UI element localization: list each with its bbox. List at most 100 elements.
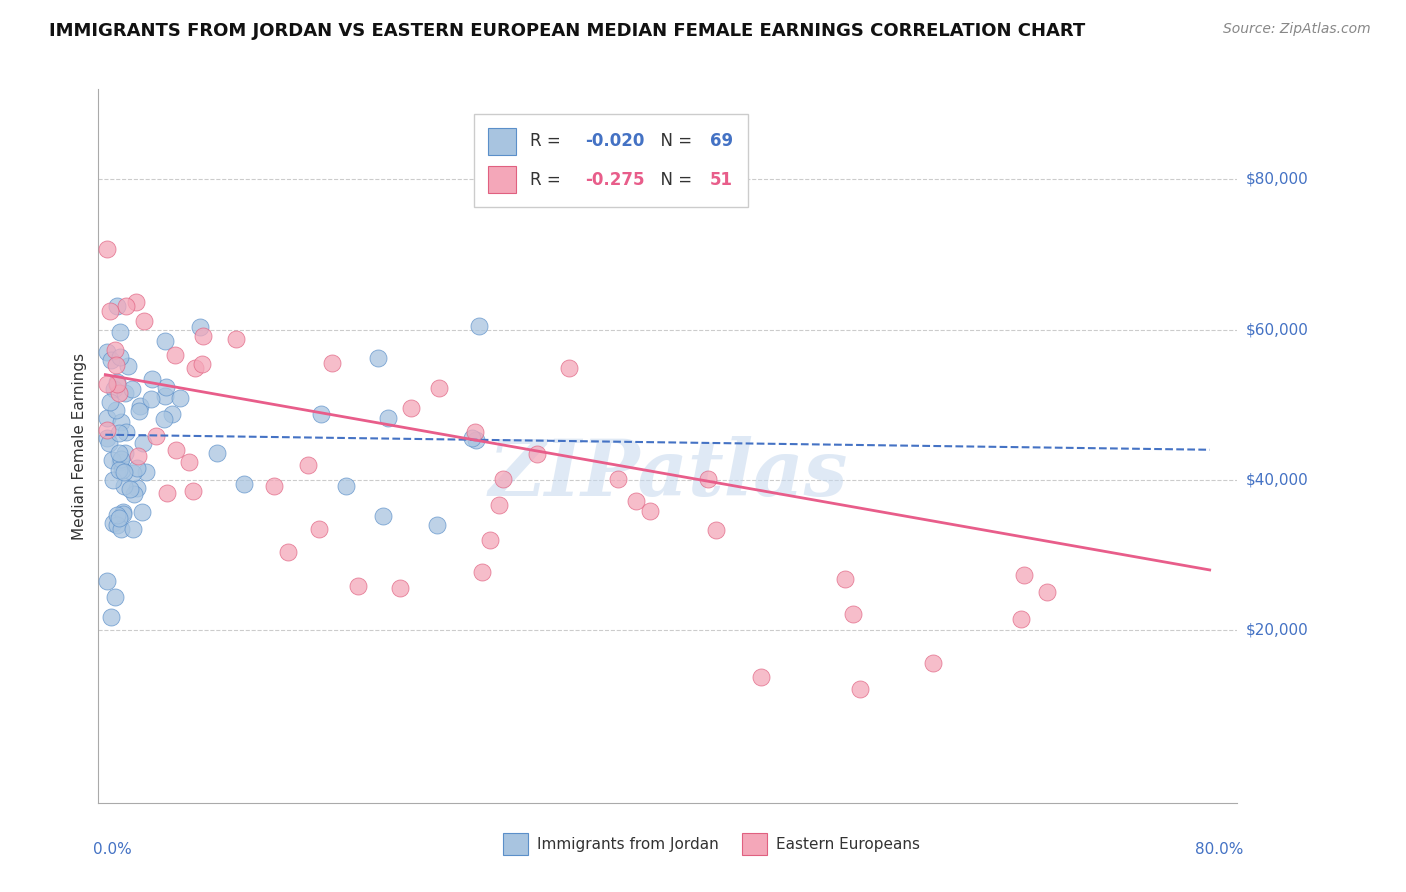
Text: 0.0%: 0.0% <box>93 842 132 857</box>
Text: $60,000: $60,000 <box>1246 322 1309 337</box>
Point <box>697 472 720 486</box>
Point <box>97 435 120 450</box>
Text: $40,000: $40,000 <box>1246 472 1309 487</box>
Point <box>111 505 134 519</box>
Point <box>105 377 128 392</box>
Point <box>526 447 548 461</box>
FancyBboxPatch shape <box>488 128 516 155</box>
Point <box>110 351 132 365</box>
Point <box>127 481 149 495</box>
Point <box>277 545 299 559</box>
Point <box>96 242 118 256</box>
Y-axis label: Median Female Earnings: Median Female Earnings <box>72 352 87 540</box>
Point <box>297 458 319 473</box>
Point <box>107 446 129 460</box>
Point <box>335 479 357 493</box>
Point <box>371 509 394 524</box>
Point <box>191 329 214 343</box>
Point <box>111 507 134 521</box>
FancyBboxPatch shape <box>742 833 766 855</box>
Point <box>491 472 513 486</box>
Text: 69: 69 <box>710 132 733 150</box>
Point <box>163 348 186 362</box>
Point <box>135 465 157 479</box>
Point <box>704 523 727 537</box>
Point <box>169 391 191 405</box>
Point <box>191 358 214 372</box>
Point <box>108 463 131 477</box>
Point <box>922 656 945 670</box>
Point <box>101 453 124 467</box>
Point <box>427 381 450 395</box>
Point <box>488 498 510 512</box>
Text: -0.020: -0.020 <box>585 132 644 150</box>
Point <box>125 294 148 309</box>
Point <box>461 432 484 446</box>
Point <box>103 383 125 397</box>
Point <box>96 423 118 437</box>
Point <box>309 407 332 421</box>
Point <box>110 415 132 429</box>
Point <box>263 479 285 493</box>
Point <box>153 388 176 402</box>
Point <box>121 382 143 396</box>
Point <box>96 574 118 589</box>
Point <box>96 376 118 391</box>
Text: R =: R = <box>530 171 567 189</box>
Point <box>1014 568 1036 582</box>
Text: N =: N = <box>650 132 697 150</box>
Text: -0.275: -0.275 <box>585 171 644 189</box>
Point <box>165 442 187 457</box>
Point <box>155 380 177 394</box>
Point <box>232 476 254 491</box>
Point <box>606 472 628 486</box>
Point <box>110 452 132 467</box>
Text: 51: 51 <box>710 171 733 189</box>
Point <box>207 446 229 460</box>
Point <box>114 386 136 401</box>
Point <box>1036 585 1059 599</box>
Point <box>103 474 125 488</box>
Point <box>464 425 486 439</box>
Text: Source: ZipAtlas.com: Source: ZipAtlas.com <box>1223 22 1371 37</box>
Point <box>110 523 132 537</box>
Point <box>188 319 211 334</box>
Point <box>107 510 129 524</box>
Point <box>471 566 494 580</box>
Point <box>98 304 121 318</box>
Point <box>346 579 368 593</box>
Point <box>388 582 411 596</box>
Point <box>377 410 399 425</box>
Point <box>115 299 138 313</box>
Text: 80.0%: 80.0% <box>1195 842 1243 857</box>
Point <box>749 670 772 684</box>
Point <box>104 343 127 357</box>
Point <box>108 386 131 401</box>
Point <box>132 314 155 328</box>
Text: Eastern Europeans: Eastern Europeans <box>776 837 920 852</box>
Point <box>117 359 139 373</box>
Point <box>181 483 204 498</box>
Text: IMMIGRANTS FROM JORDAN VS EASTERN EUROPEAN MEDIAN FEMALE EARNINGS CORRELATION CH: IMMIGRANTS FROM JORDAN VS EASTERN EUROPE… <box>49 22 1085 40</box>
Text: Immigrants from Jordan: Immigrants from Jordan <box>537 837 718 852</box>
Point <box>131 504 153 518</box>
Point <box>139 392 162 406</box>
Text: R =: R = <box>530 132 567 150</box>
Point <box>122 522 145 536</box>
Point <box>108 455 131 469</box>
Point <box>108 425 131 440</box>
Point <box>122 487 145 501</box>
Point <box>127 450 149 464</box>
Point <box>101 516 124 530</box>
Text: N =: N = <box>650 171 697 189</box>
Point <box>98 395 121 409</box>
Point <box>120 482 142 496</box>
Point <box>141 372 163 386</box>
Point <box>558 361 581 376</box>
FancyBboxPatch shape <box>488 166 516 194</box>
Point <box>468 319 491 334</box>
Point <box>96 345 118 359</box>
Point <box>105 517 128 532</box>
Point <box>100 610 122 624</box>
Point <box>105 508 128 522</box>
